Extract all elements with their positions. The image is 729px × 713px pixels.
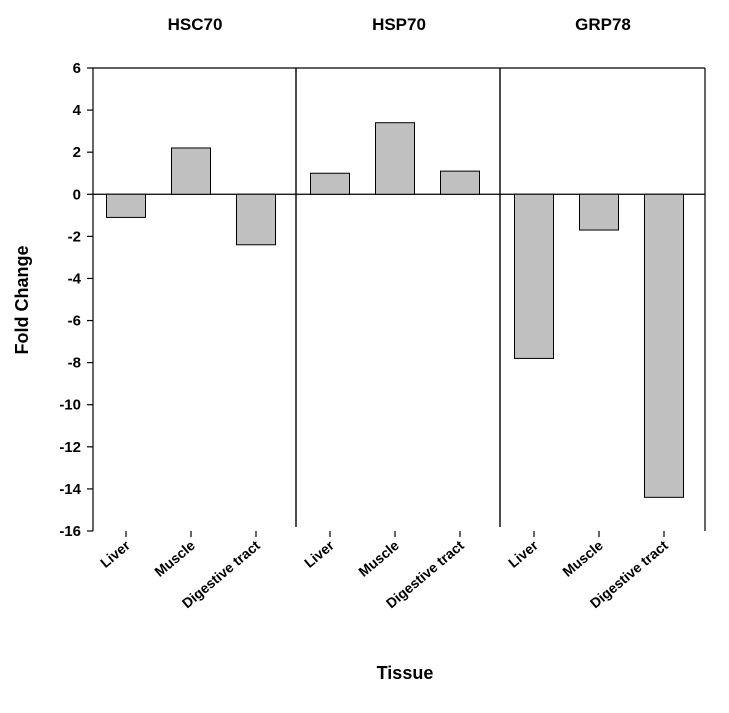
x-tick-label: Muscle: [151, 537, 198, 580]
bar: [171, 147, 211, 195]
plot-area: 6 4 2 0 -2 -4 -6 -8 -10 -12 -14 -16 HSC70 Liver Muscle…: [59, 15, 706, 611]
bar: [106, 193, 146, 218]
bar: [644, 193, 684, 498]
bar: [514, 193, 554, 359]
y-tick-label: -4: [68, 270, 82, 287]
y-tick-label: 4: [73, 102, 82, 119]
bar: [375, 122, 415, 195]
y-tick-label: -8: [68, 355, 81, 372]
y-tick-label: -16: [59, 523, 81, 540]
bar: [579, 193, 619, 231]
x-tick-label: Liver: [505, 537, 541, 571]
x-axis-label: Tissue: [377, 663, 434, 683]
y-tick-label: -10: [59, 397, 81, 414]
y-tick-label: -12: [59, 439, 81, 456]
x-tick-label: Liver: [97, 537, 133, 571]
group-title: GRP78: [575, 15, 631, 34]
y-axis-label: Fold Change: [12, 246, 32, 355]
y-tick-label: -6: [68, 313, 81, 330]
bar: [310, 172, 350, 195]
group-title: HSP70: [372, 15, 426, 34]
y-tick-label: -2: [68, 228, 81, 245]
bar: [440, 170, 480, 195]
y-tick-label: 0: [73, 186, 81, 203]
group-title: HSC70: [168, 15, 223, 34]
x-tick-label: Liver: [301, 537, 337, 571]
x-tick-label: Muscle: [559, 537, 606, 580]
y-tick-label: 2: [73, 144, 81, 161]
y-tick-label: 6: [73, 60, 81, 77]
y-tick-label: -14: [59, 481, 81, 498]
bar: [236, 193, 276, 246]
x-tick-label: Muscle: [355, 537, 402, 580]
